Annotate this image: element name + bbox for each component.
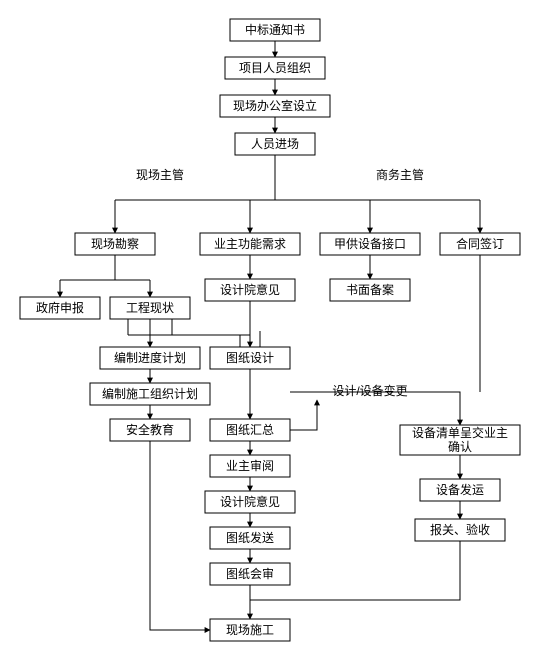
node-n18: 业主审阅: [210, 455, 290, 477]
node-label-n6: 业主功能需求: [214, 237, 286, 251]
node-n7: 甲供设备接口: [320, 233, 420, 255]
node-label-n4: 人员进场: [251, 137, 299, 151]
node-n11: 政府申报: [20, 297, 100, 319]
node-n12: 工程现状: [110, 297, 190, 319]
node-label-n8: 合同签订: [456, 236, 504, 251]
node-n16: 安全教育: [110, 419, 190, 441]
node-label-n1: 中标通知书: [245, 22, 305, 37]
node-n10: 书面备案: [330, 279, 410, 301]
node-n25: 报关、验收: [415, 519, 505, 541]
label-l2: 商务主管: [376, 167, 424, 182]
node-label-n17: 图纸汇总: [226, 423, 274, 437]
node-n8: 合同签订: [440, 233, 520, 255]
node-label-n23-l1: 设备清单呈交业主: [412, 425, 508, 440]
node-n3: 现场办公室设立: [220, 95, 330, 117]
node-n2: 项目人员组织: [225, 57, 325, 79]
node-n5: 现场勘察: [75, 233, 155, 255]
node-n6: 业主功能需求: [200, 233, 300, 255]
node-n20: 图纸发送: [210, 527, 290, 549]
node-label-n24: 设备发运: [436, 482, 484, 497]
node-label-n20: 图纸发送: [226, 530, 274, 545]
edge-31: [150, 441, 210, 630]
node-label-n14: 图纸设计: [226, 351, 274, 365]
node-n19: 设计院意见: [205, 491, 295, 513]
node-label-n5: 现场勘察: [91, 237, 139, 251]
node-label-n13: 编制进度计划: [114, 350, 186, 365]
node-label-n3: 现场办公室设立: [233, 98, 317, 113]
label-l1: 现场主管: [136, 167, 184, 182]
node-label-n2: 项目人员组织: [239, 61, 311, 75]
edge-37: [290, 400, 317, 430]
label-l3: 设计/设备变更: [332, 383, 407, 398]
node-n23: 设备清单呈交业主确认: [400, 425, 520, 455]
node-n24: 设备发运: [420, 479, 500, 501]
flowchart-canvas: 中标通知书项目人员组织现场办公室设立人员进场现场勘察 业主功能需求 甲供设备接口 合同…: [0, 0, 552, 662]
node-n14: 图纸设计: [210, 347, 290, 369]
node-label-n10: 书面备案: [346, 282, 394, 297]
node-label-n19: 设计院意见: [220, 494, 280, 509]
node-label-n23-l2: 确认: [448, 440, 472, 454]
node-n1: 中标通知书: [230, 19, 320, 41]
node-label-n25: 报关、验收: [430, 522, 490, 537]
node-label-n12: 工程现状: [126, 300, 174, 315]
node-label-n11: 政府申报: [36, 300, 84, 315]
node-label-n9: 设计院意见: [220, 282, 280, 297]
node-label-n22: 现场施工: [226, 623, 274, 637]
node-n22: 现场施工: [210, 619, 290, 641]
node-label-n16: 安全教育: [126, 422, 174, 437]
node-n4: 人员进场: [235, 133, 315, 155]
node-n9: 设计院意见: [205, 279, 295, 301]
node-n15: 编制施工组织计划: [90, 383, 210, 405]
node-label-n18: 业主审阅: [226, 458, 274, 473]
node-n17: 图纸汇总: [210, 419, 290, 441]
node-label-n21: 图纸会审: [226, 566, 274, 581]
node-n21: 图纸会审: [210, 563, 290, 585]
node-label-n15: 编制施工组织计划: [102, 386, 198, 401]
node-n13: 编制进度计划: [100, 347, 200, 369]
node-label-n7: 甲供设备接口: [334, 236, 406, 251]
